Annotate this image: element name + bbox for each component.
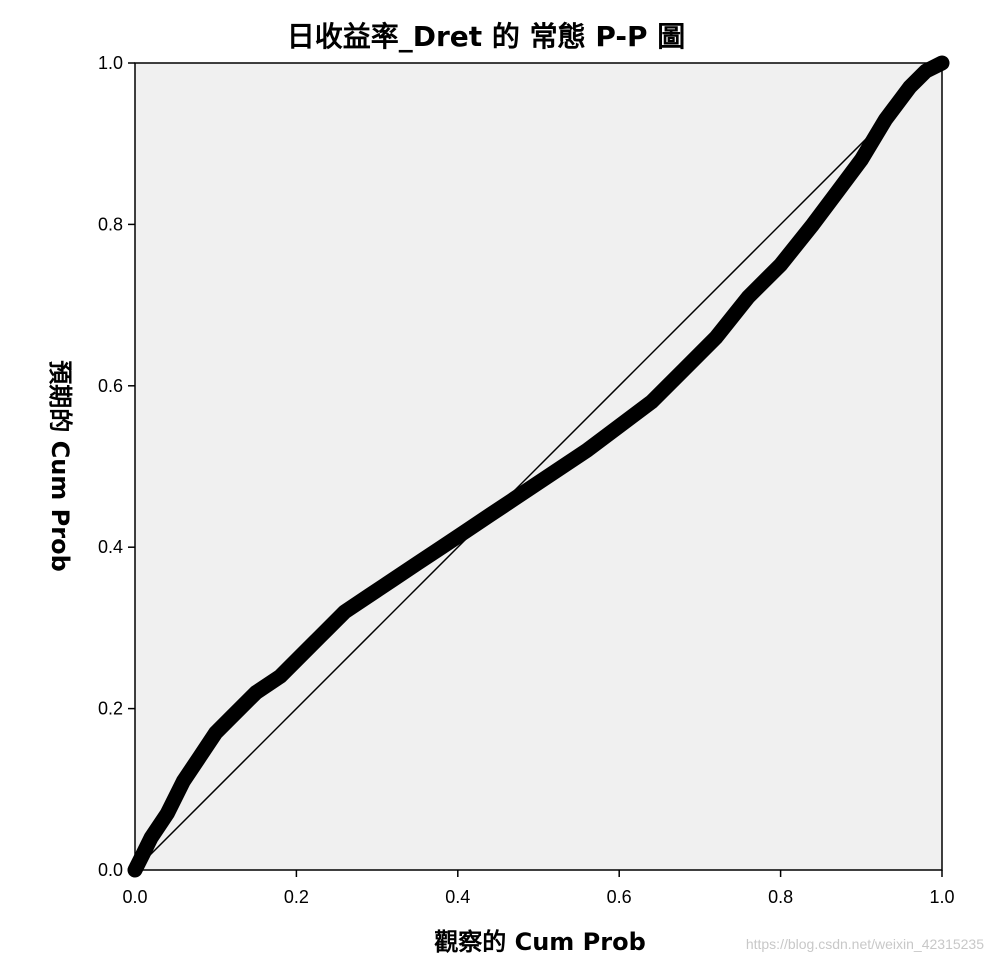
x-tick-label: 0.6 [607,887,632,907]
x-tick-label: 0.4 [445,887,470,907]
observed-point [644,394,659,409]
observed-point [741,290,756,305]
observed-point [224,709,239,724]
y-tick-label: 0.8 [98,214,123,234]
observed-point [192,750,207,765]
chart-title: 日收益率_Dret 的 常態 P-P 圖 [287,20,686,53]
observed-point [935,56,949,70]
observed-point [289,653,304,668]
y-tick-label: 0.2 [98,699,123,719]
observed-point [612,419,627,434]
observed-point [362,588,377,603]
y-tick-label: 0.6 [98,376,123,396]
axis-ticks-layer: 0.0 0.2 0.4 0.6 0.8 1.0 0.0 0.2 0.4 0.6 0.8 1.0 [98,53,955,907]
observed-point [878,112,893,127]
y-tick-label: 1.0 [98,53,123,73]
observed-point [337,604,352,619]
observed-point [918,64,933,79]
observed-point [830,185,845,200]
observed-point [531,475,546,490]
observed-point [273,669,288,684]
observed-series-layer [127,55,950,878]
watermark: https://blog.csdn.net/weixin_42315235 [745,936,984,952]
y-tick-label: 0.4 [98,537,123,557]
y-axis-title: 預期的 Cum Prob [46,360,74,572]
observed-point [386,572,401,587]
observed-point [136,846,151,861]
observed-point [709,330,724,345]
x-tick-label: 0.8 [768,887,793,907]
x-tick-label: 0.0 [122,887,147,907]
observed-point [208,725,223,740]
observed-point [313,628,328,643]
observed-point [805,217,820,232]
observed-point [434,540,449,555]
observed-point [410,556,425,571]
observed-point [249,685,264,700]
reference-diagonal-line [134,62,943,871]
observed-point [160,806,175,821]
observed-point [773,257,788,272]
observed-point [458,524,473,539]
observed-point [854,152,869,167]
x-tick-label: 1.0 [929,887,954,907]
observed-point [555,459,570,474]
x-tick-label: 0.2 [284,887,309,907]
observed-point [902,80,917,95]
observed-point [507,491,522,506]
observed-point [579,443,594,458]
observed-point [676,362,691,377]
observed-point [144,830,159,845]
x-axis-title: 觀察的 Cum Prob [434,928,646,956]
y-tick-label: 0.0 [98,860,123,880]
observed-point [483,507,498,522]
reference-line-layer [134,62,943,871]
observed-point [176,774,191,789]
